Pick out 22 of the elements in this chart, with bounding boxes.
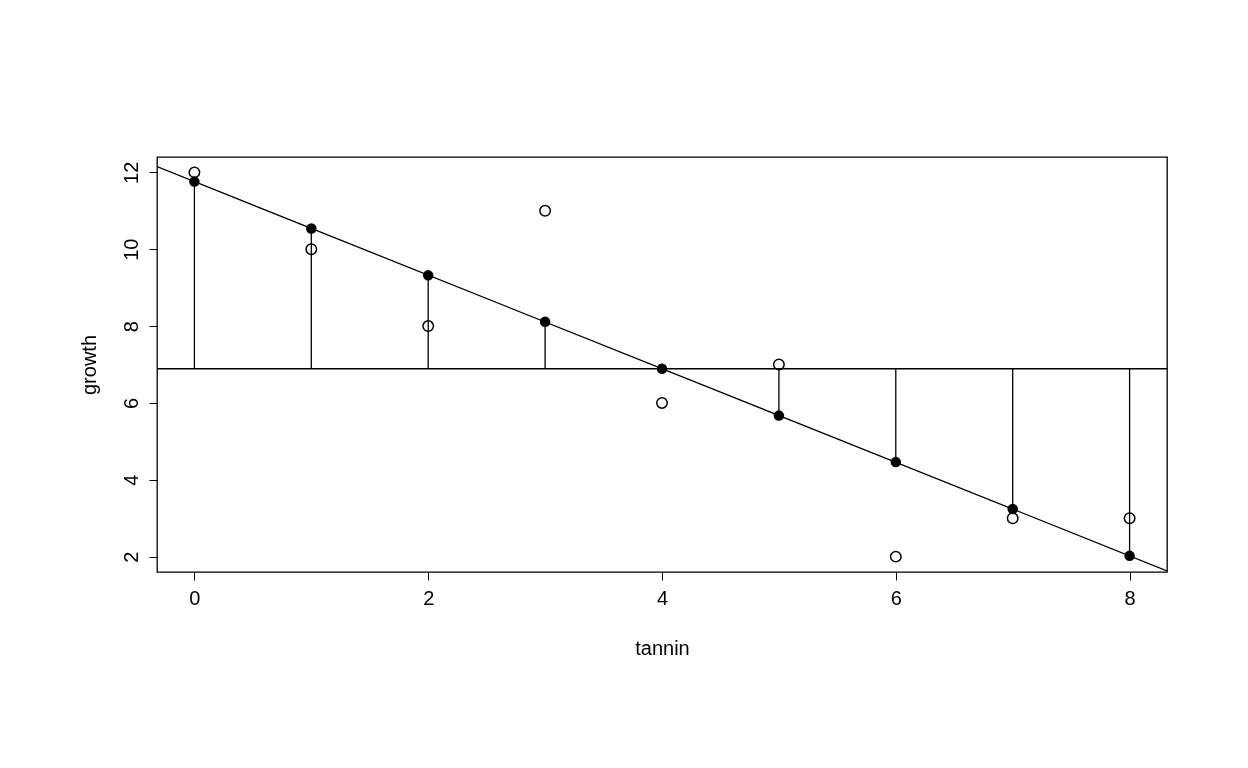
x-tick-label: 0 <box>189 586 201 609</box>
y-tick-label: 2 <box>119 551 142 563</box>
point <box>889 550 902 563</box>
x-tick-label: 4 <box>656 586 669 609</box>
y-tick-label: 10 <box>119 238 142 261</box>
point <box>422 320 435 333</box>
point <box>188 166 201 179</box>
y-axis-title: growth <box>77 334 100 396</box>
point <box>656 396 668 409</box>
y-tick-label: 6 <box>119 397 142 409</box>
x-tick-label: 2 <box>423 586 435 609</box>
x-tick-label: 8 <box>1124 586 1136 609</box>
point <box>772 358 785 371</box>
point <box>1123 512 1136 525</box>
point <box>539 204 552 217</box>
point <box>305 243 318 256</box>
point <box>1006 512 1019 525</box>
y-tick-label: 12 <box>119 161 142 184</box>
x-axis-title: tannin <box>635 636 690 659</box>
y-tick-label: 4 <box>119 474 142 486</box>
x-tick-label: 6 <box>890 586 902 609</box>
y-tick-label: 8 <box>119 321 142 333</box>
